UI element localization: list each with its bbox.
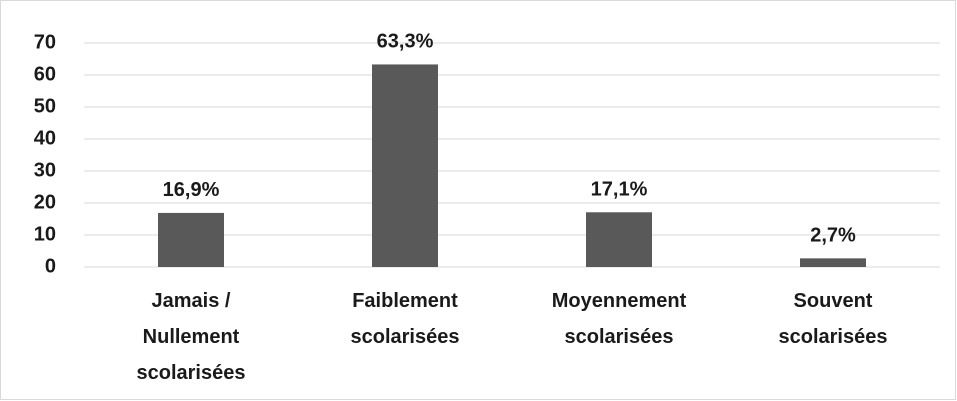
bar — [586, 212, 652, 267]
x-tick-label: Souvent scolarisées — [779, 290, 888, 348]
y-tick-label: 70 — [34, 31, 56, 53]
data-label: 16,9% — [163, 179, 220, 201]
y-tick-label: 0 — [45, 255, 56, 277]
data-label: 17,1% — [591, 179, 648, 201]
x-tick-label: Moyennement scolarisées — [552, 290, 687, 348]
data-label: 63,3% — [377, 31, 434, 53]
y-tick-label: 30 — [34, 159, 56, 181]
y-tick-label: 60 — [34, 63, 56, 85]
x-tick-label: Jamais / Nullement scolarisées — [137, 290, 246, 384]
y-tick-label: 40 — [34, 127, 56, 149]
y-tick-label: 10 — [34, 223, 56, 245]
bar — [372, 64, 438, 267]
data-label: 2,7% — [810, 225, 856, 247]
bar — [800, 258, 866, 267]
x-tick-label: Faiblement scolarisées — [351, 290, 460, 348]
y-tick-label: 20 — [34, 191, 56, 213]
bar — [158, 212, 224, 267]
y-tick-label: 50 — [34, 95, 56, 117]
